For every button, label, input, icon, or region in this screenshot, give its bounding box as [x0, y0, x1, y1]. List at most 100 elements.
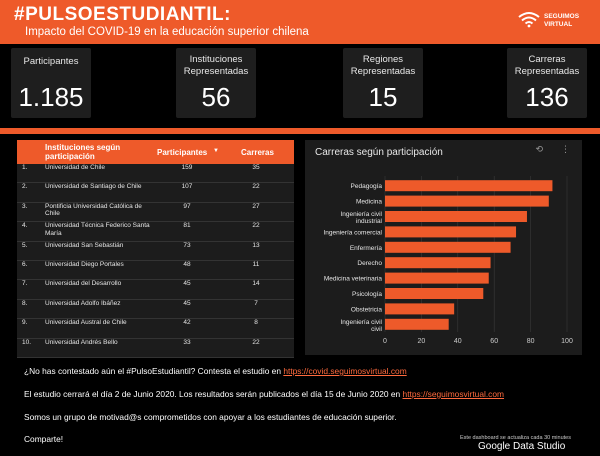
- participants-count: 45: [183, 280, 191, 288]
- row-number: 2.: [22, 183, 28, 191]
- table-row[interactable]: 4. Universidad Técnica Federico Santa Mar…: [17, 222, 294, 242]
- row-number: 3.: [22, 202, 28, 210]
- brand-name: SEGUIMOS VIRTUAL: [544, 13, 580, 28]
- category-label: Medicina veterinaria: [324, 276, 383, 283]
- table-header: Instituciones según participación Partic…: [17, 140, 294, 164]
- x-tick-label: 0: [383, 338, 387, 345]
- kpi-label: Carreras Representadas: [514, 54, 580, 77]
- kpi-value: 136: [525, 82, 569, 112]
- bar[interactable]: [385, 195, 549, 207]
- header-banner: #PULSOESTUDIANTIL: Impacto del COVID-19 …: [0, 0, 600, 44]
- x-tick-label: 60: [490, 338, 498, 345]
- footer-line-3: Somos un grupo de motivad@s comprometido…: [24, 412, 397, 422]
- careers-count: 14: [252, 280, 260, 288]
- column-header-participants[interactable]: Participantes: [157, 148, 208, 157]
- participants-count: 45: [183, 299, 191, 307]
- table-row[interactable]: 5. Universidad San Sebastián 73 13: [17, 242, 294, 261]
- bar[interactable]: [385, 226, 517, 238]
- table-row[interactable]: 2. Universidad de Santiago de Chile 107 22: [17, 183, 294, 203]
- category-label: Enfermería: [350, 245, 383, 252]
- category-label: Medicina: [356, 199, 382, 206]
- category-label: Ingeniería civil industrial: [340, 211, 382, 225]
- category-label: Derecho: [357, 260, 382, 267]
- table-row[interactable]: 9. Universidad Austral de Chile 42 8: [17, 319, 294, 339]
- chart-title: Carreras según participación: [315, 147, 443, 158]
- bar[interactable]: [385, 318, 449, 330]
- kpi-value: 15: [368, 82, 398, 112]
- chart-canvas: 0 20 40 60 80 100 Pedagogía Medicina Ingeniería …: [323, 176, 573, 345]
- x-tick-label: 100: [561, 338, 573, 345]
- footer-line-4: Comparte!: [24, 434, 64, 444]
- bar[interactable]: [385, 272, 489, 284]
- careers-count: 22: [252, 222, 260, 230]
- institution-name: Universidad Andrés Bello: [45, 338, 118, 346]
- brand-logo[interactable]: SEGUIMOS VIRTUAL: [518, 8, 588, 38]
- row-number: 8.: [22, 299, 28, 307]
- table-row[interactable]: 1. Universidad de Chile 159 35: [17, 164, 294, 184]
- careers-count: 11: [252, 261, 260, 268]
- institutions-table: Instituciones según participación Partic…: [17, 140, 294, 358]
- row-number: 4.: [22, 222, 28, 230]
- careers-count: 35: [252, 164, 260, 171]
- table-row[interactable]: 7. Universidad del Desarrollo 45 14: [17, 280, 294, 300]
- google-data-studio-label[interactable]: Google Data Studio: [478, 441, 566, 452]
- participants-count: 73: [183, 241, 191, 249]
- kpi-carreras: Carreras Representadas 136: [507, 48, 587, 118]
- row-number: 10.: [22, 338, 32, 346]
- filter-reset-icon[interactable]: ⟲: [535, 144, 543, 154]
- category-label: Ingeniería comercial: [323, 229, 382, 236]
- category-label: Obstetricia: [351, 306, 382, 313]
- survey-link[interactable]: https://covid.seguimosvirtual.com: [283, 366, 407, 376]
- sort-desc-icon[interactable]: ▼: [213, 148, 219, 154]
- category-label: Ingeniería civil civil: [340, 319, 382, 333]
- bar[interactable]: [385, 257, 491, 269]
- careers-count: 7: [254, 299, 258, 307]
- kpi-participantes: Participantes 1.185: [11, 48, 91, 118]
- careers-count: 13: [252, 241, 260, 249]
- page-subtitle: Impacto del COVID-19 en la educación sup…: [25, 26, 309, 38]
- kpi-label: Instituciones Representadas: [183, 54, 249, 77]
- row-number: 5.: [22, 241, 28, 249]
- bar[interactable]: [385, 180, 553, 192]
- table-row[interactable]: 8. Universidad Adolfo Ibáñez 45 7: [17, 299, 294, 320]
- table-row[interactable]: 3. Pontificia Universidad Católica de Chi…: [17, 202, 294, 223]
- more-options-icon[interactable]: ⋮: [561, 144, 570, 154]
- footer-text: El estudio cerrará el día 2 de Junio 202…: [24, 389, 403, 399]
- institution-name: Universidad Diego Portales: [45, 261, 124, 268]
- column-header-institution[interactable]: Instituciones según participación: [45, 143, 121, 161]
- footer-text: ¿No has contestado aún el #PulsoEstudian…: [24, 366, 284, 376]
- orange-divider: [0, 128, 600, 134]
- careers-count: 22: [252, 183, 260, 191]
- careers-count: 27: [252, 202, 260, 210]
- kpi-label: Regiones Representadas: [350, 54, 416, 77]
- website-link[interactable]: https://seguimosvirtual.com: [402, 389, 505, 399]
- table-row[interactable]: 6. Universidad Diego Portales 48 11: [17, 261, 294, 281]
- x-tick-label: 40: [454, 338, 462, 345]
- institution-name: Universidad Técnica Federico Santa María: [45, 222, 150, 237]
- participants-count: 33: [183, 338, 191, 346]
- bar[interactable]: [385, 303, 455, 315]
- participants-count: 97: [183, 202, 191, 210]
- footer-line-1: ¿No has contestado aún el #PulsoEstudian…: [24, 366, 407, 376]
- kpi-instituciones: Instituciones Representadas 56: [176, 48, 256, 118]
- column-header-careers[interactable]: Carreras: [241, 148, 274, 157]
- bar[interactable]: [385, 211, 527, 222]
- institution-name: Universidad San Sebastián: [45, 241, 124, 249]
- row-number: 9.: [22, 319, 28, 327]
- careers-count: 8: [254, 319, 258, 327]
- careers-count: 22: [252, 338, 260, 346]
- institution-name: Universidad del Desarrollo: [45, 280, 122, 288]
- chart-toolbar: ⟲ ⋮: [517, 144, 570, 155]
- footer-line-2: El estudio cerrará el día 2 de Junio 202…: [24, 389, 504, 399]
- bar[interactable]: [385, 288, 484, 299]
- table-row[interactable]: 10. Universidad Andrés Bello 33 22: [17, 339, 294, 358]
- participants-count: 81: [183, 222, 191, 230]
- update-note: Este dashboard se actualiza cada 30 minu…: [460, 435, 571, 441]
- kpi-label: Participantes: [23, 56, 79, 67]
- bar[interactable]: [385, 241, 511, 253]
- wifi-icon: [518, 12, 540, 28]
- row-number: 1.: [22, 164, 28, 171]
- x-tick-label: 20: [418, 338, 426, 345]
- category-label: Psicología: [352, 291, 382, 298]
- institution-name: Universidad Austral de Chile: [45, 319, 127, 327]
